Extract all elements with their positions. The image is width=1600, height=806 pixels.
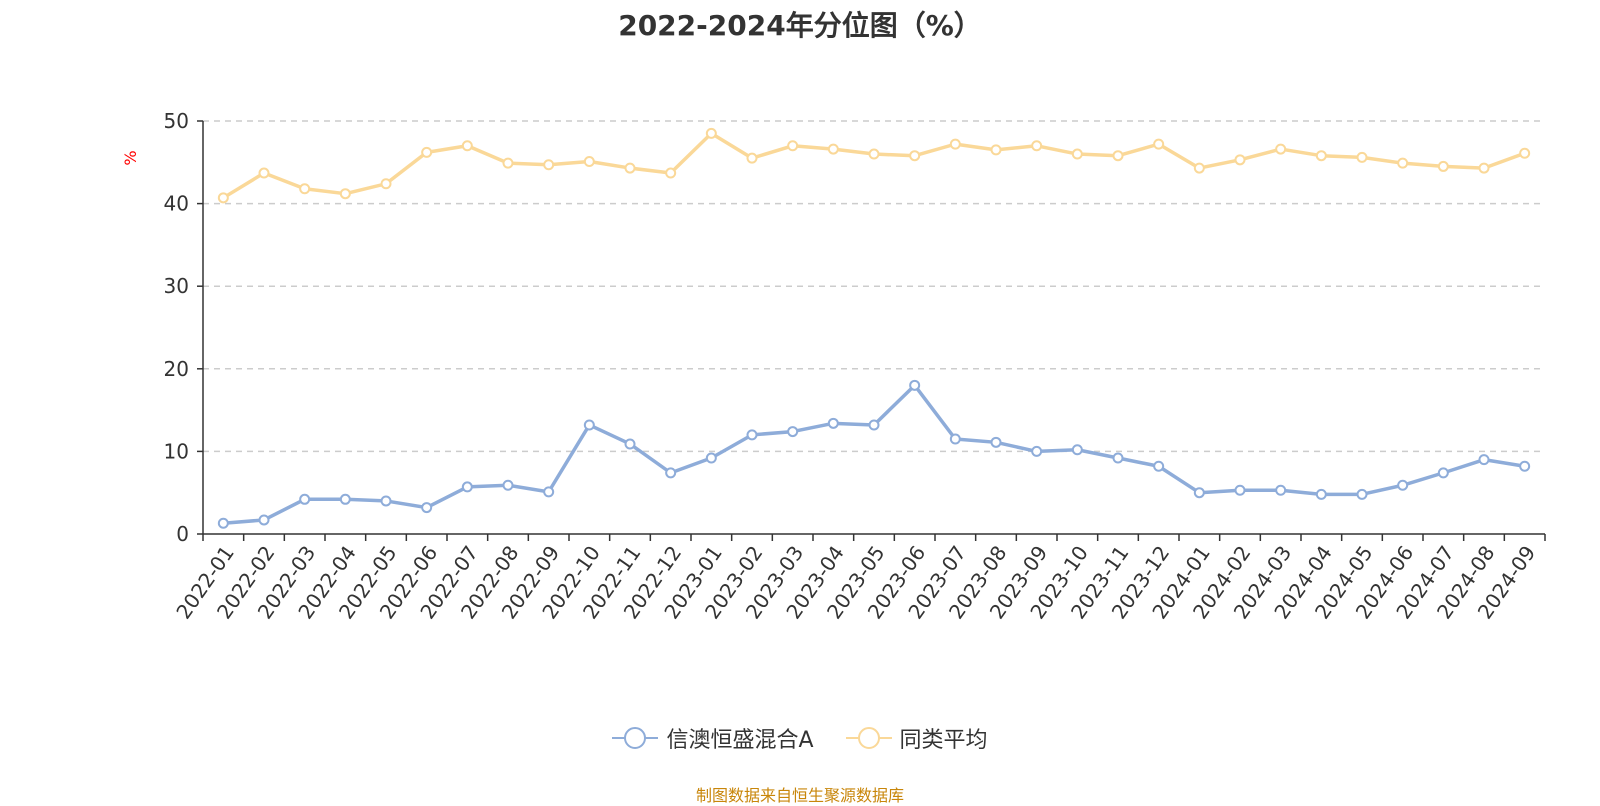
data-point[interactable] [339, 188, 351, 200]
data-point[interactable] [1275, 143, 1287, 155]
data-point[interactable] [1234, 484, 1246, 496]
data-point[interactable] [217, 192, 229, 204]
legend-item-fund[interactable]: 信澳恒盛混合A [612, 722, 814, 754]
legend-marker-peer-average [845, 727, 892, 749]
data-point[interactable] [1071, 444, 1083, 456]
data-point[interactable] [1071, 148, 1083, 160]
data-point[interactable] [990, 436, 1002, 448]
data-point[interactable] [502, 479, 514, 491]
series-fund [217, 379, 1531, 529]
data-point[interactable] [787, 140, 799, 152]
data-point[interactable] [583, 419, 595, 431]
data-point[interactable] [1153, 138, 1165, 150]
data-point[interactable] [1031, 140, 1043, 152]
data-point[interactable] [1478, 454, 1490, 466]
data-point[interactable] [1519, 460, 1531, 472]
data-point[interactable] [502, 157, 514, 169]
y-tick-label: 10 [164, 439, 189, 463]
data-point[interactable] [705, 127, 717, 139]
legend-label-fund: 信澳恒盛混合A [666, 728, 814, 753]
legend-label-peer-average: 同类平均 [899, 728, 988, 753]
data-point[interactable] [665, 167, 677, 179]
legend-marker-fund [612, 727, 659, 749]
y-tick-label: 0 [176, 522, 189, 546]
y-tick-label: 20 [164, 357, 189, 381]
data-point[interactable] [1478, 162, 1490, 174]
series-line [223, 383, 1525, 526]
data-point[interactable] [990, 144, 1002, 156]
data-point[interactable] [339, 493, 351, 505]
data-point[interactable] [421, 146, 433, 158]
source-note: 制图数据来自恒生聚源数据库 [695, 786, 904, 805]
data-point[interactable] [624, 438, 636, 450]
data-point[interactable] [543, 486, 555, 498]
data-point[interactable] [746, 429, 758, 441]
data-point[interactable] [746, 152, 758, 164]
data-point[interactable] [421, 502, 433, 514]
data-point[interactable] [461, 481, 473, 493]
series-line [222, 131, 1526, 200]
data-point[interactable] [949, 138, 961, 150]
y-tick-label: 40 [164, 192, 189, 216]
gridlines [203, 120, 1545, 453]
series-layer [217, 127, 1531, 529]
data-point[interactable] [1315, 150, 1327, 162]
series-peer-average [217, 127, 1531, 204]
data-point[interactable] [461, 140, 473, 152]
data-point[interactable] [1315, 488, 1327, 500]
data-point[interactable] [827, 143, 839, 155]
data-point[interactable] [543, 159, 555, 171]
data-point[interactable] [1112, 452, 1124, 464]
data-point[interactable] [1519, 147, 1531, 159]
legend-item-peer-average[interactable]: 同类平均 [845, 722, 988, 754]
data-point[interactable] [1356, 488, 1368, 500]
data-point[interactable] [624, 162, 636, 174]
data-point[interactable] [1234, 154, 1246, 166]
y-tick-label: 50 [164, 109, 189, 133]
data-point[interactable] [258, 167, 270, 179]
data-point[interactable] [868, 148, 880, 160]
data-point[interactable] [1112, 150, 1124, 162]
data-point[interactable] [1193, 162, 1205, 174]
y-axis-unit: % [121, 150, 140, 165]
data-point[interactable] [583, 155, 595, 167]
chart-title: 2022-2024年分位图（%） [618, 9, 982, 42]
data-point[interactable] [787, 426, 799, 438]
data-point[interactable] [1275, 484, 1287, 496]
data-point[interactable] [258, 514, 270, 526]
data-point[interactable] [1193, 487, 1205, 499]
data-point[interactable] [1153, 460, 1165, 472]
data-point[interactable] [1437, 467, 1449, 479]
data-point[interactable] [1397, 479, 1409, 491]
y-tick-label: 30 [164, 274, 189, 298]
data-point[interactable] [868, 419, 880, 431]
data-point[interactable] [1437, 160, 1449, 172]
data-point[interactable] [909, 379, 921, 391]
data-point[interactable] [1356, 151, 1368, 163]
data-point[interactable] [380, 178, 392, 190]
data-point[interactable] [380, 495, 392, 507]
legend: 信澳恒盛混合A 同类平均 [0, 722, 1600, 754]
data-point[interactable] [1031, 445, 1043, 457]
data-point[interactable] [299, 493, 311, 505]
data-point[interactable] [665, 467, 677, 479]
data-point[interactable] [705, 452, 717, 464]
data-point[interactable] [299, 183, 311, 195]
data-point[interactable] [827, 417, 839, 429]
data-point[interactable] [949, 433, 961, 445]
data-point[interactable] [1397, 157, 1409, 169]
data-point[interactable] [217, 517, 229, 529]
data-point[interactable] [909, 150, 921, 162]
